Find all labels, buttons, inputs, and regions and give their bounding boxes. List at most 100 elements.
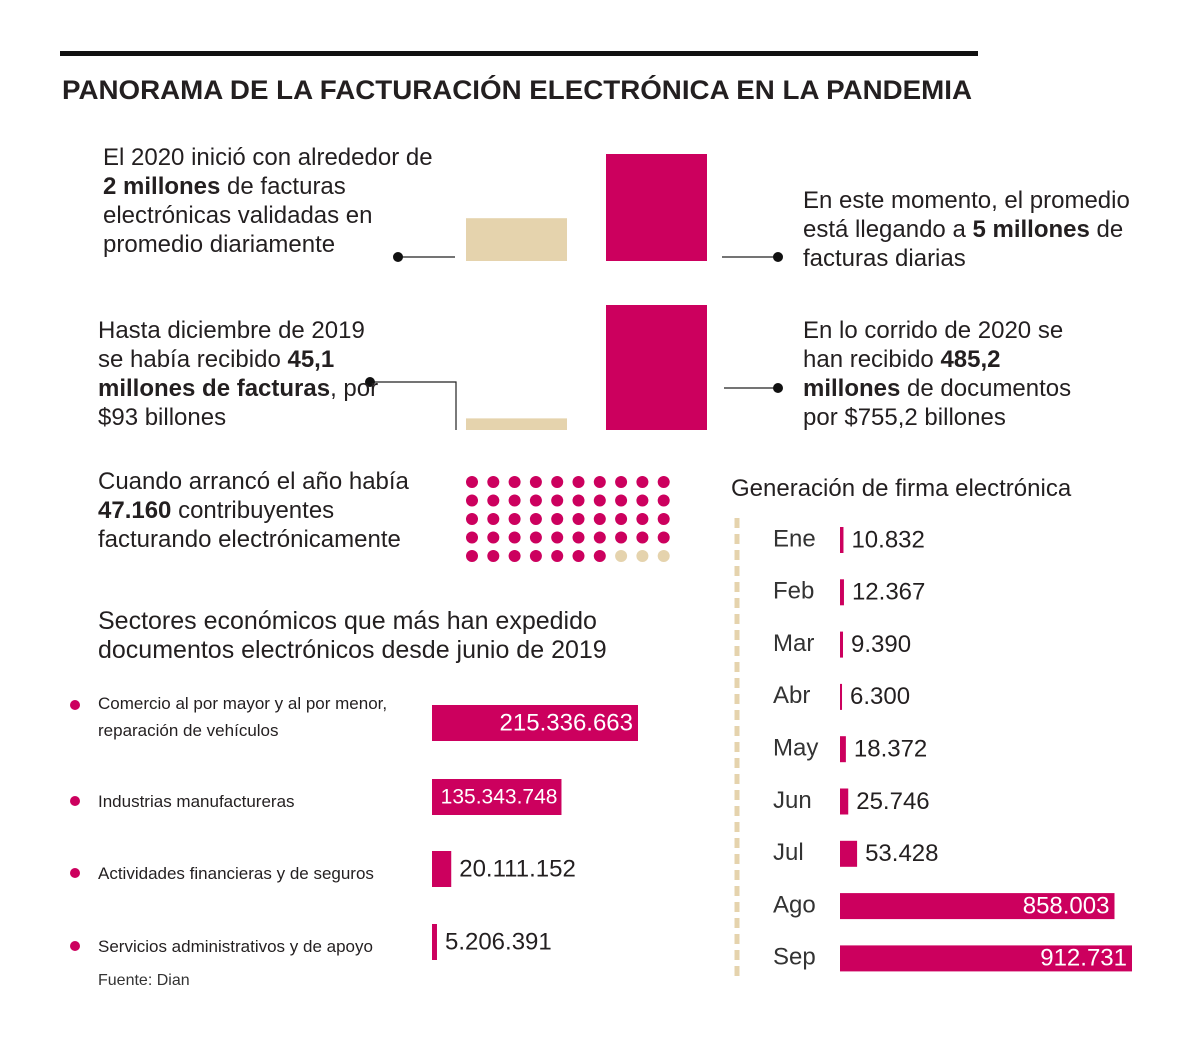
category-label: Servicios administrativos y de apoyo xyxy=(98,916,398,976)
bullet xyxy=(70,796,80,806)
bar xyxy=(840,736,846,763)
category-label: Sep xyxy=(773,944,816,971)
highlight: 2 millones xyxy=(103,173,221,200)
bar xyxy=(840,893,1115,920)
dot xyxy=(636,513,649,525)
bar xyxy=(466,418,567,430)
category-label: Industrias manufactureras xyxy=(98,771,398,831)
category-label: Mar xyxy=(773,630,814,657)
dot xyxy=(508,550,521,562)
bar xyxy=(432,851,452,887)
bar xyxy=(840,945,1132,972)
category-label: May xyxy=(773,735,818,762)
value-label: 5.206.391 xyxy=(445,928,552,955)
dot xyxy=(466,531,478,544)
dot xyxy=(466,513,478,525)
dot xyxy=(529,513,542,525)
page-title: PANORAMA DE LA FACTURACIÓN ELECTRÓNICA E… xyxy=(62,74,972,105)
dot xyxy=(615,513,628,525)
bar xyxy=(840,683,843,710)
category-label: Actividades financieras y de seguros xyxy=(98,863,374,883)
contributors-text: Cuando arrancó el año había 47.160 contr… xyxy=(98,467,438,554)
dot xyxy=(636,550,649,562)
dot xyxy=(572,550,585,562)
dot xyxy=(551,531,564,544)
dot xyxy=(508,476,521,488)
value-label: 25.746 xyxy=(856,788,929,815)
connector-dot xyxy=(773,252,783,262)
dot xyxy=(615,494,628,507)
dot xyxy=(529,494,542,507)
dot xyxy=(508,531,521,544)
dot xyxy=(551,513,564,525)
dot xyxy=(657,550,670,562)
value-label: 12.367 xyxy=(852,579,925,606)
category-label: Comercio al por mayor y al por menor, re… xyxy=(98,694,388,740)
bullet xyxy=(70,868,80,878)
value-label: 135.343.748 xyxy=(441,786,558,809)
value-label: 858.003 xyxy=(1023,892,1110,919)
bar xyxy=(840,527,844,553)
dot xyxy=(593,494,606,507)
bar xyxy=(606,305,707,430)
value-label: 18.372 xyxy=(854,736,927,763)
dot xyxy=(529,550,542,562)
bar xyxy=(840,579,844,606)
connector-dot xyxy=(365,377,375,387)
dot xyxy=(657,476,670,488)
text: Hasta diciembre de 2019 se había recibid… xyxy=(98,317,365,373)
category-label: Abr xyxy=(773,682,810,709)
text: , por $93 billones xyxy=(98,375,379,431)
source: Fuente: Dian xyxy=(98,972,190,989)
dot xyxy=(636,494,649,507)
dot xyxy=(508,494,521,507)
dot xyxy=(487,550,500,562)
value-label: 53.428 xyxy=(865,840,938,867)
dot xyxy=(593,550,606,562)
dot xyxy=(593,513,606,525)
category-label: Feb xyxy=(773,578,814,605)
annotation: En este momento, el promedio está llegan… xyxy=(803,186,1143,273)
value-label: 912.731 xyxy=(1040,945,1127,972)
dot xyxy=(615,531,628,544)
dot xyxy=(636,476,649,488)
dot xyxy=(487,531,500,544)
annotation: En lo corrido de 2020 se han recibido 48… xyxy=(803,316,1103,432)
dot xyxy=(466,550,478,562)
dot xyxy=(572,494,585,507)
category-label: Ago xyxy=(773,891,816,918)
highlight: 45,1 millones de facturas xyxy=(98,346,335,402)
dot xyxy=(466,494,478,507)
bar xyxy=(432,779,562,815)
chart-title: Sectores económicos que más han expedido… xyxy=(98,607,607,664)
bar xyxy=(840,840,858,867)
dot xyxy=(636,531,649,544)
category-label: Jun xyxy=(773,787,812,814)
value-label: 9.390 xyxy=(851,631,911,658)
connector-dot xyxy=(773,383,783,393)
dot xyxy=(551,476,564,488)
highlight: 485,2 millones xyxy=(803,346,1001,402)
bar xyxy=(606,154,707,261)
category-label: Servicios administrativos y de apoyo xyxy=(98,936,373,956)
chart-title: Generación de firma electrónica xyxy=(731,475,1072,502)
dot xyxy=(551,494,564,507)
bar xyxy=(466,218,567,261)
text: de facturas diarias xyxy=(803,216,1124,272)
bar xyxy=(432,924,437,960)
dot xyxy=(615,550,628,562)
text: de documentos por $755,2 billones xyxy=(803,375,1072,431)
connector-dot xyxy=(393,252,403,262)
dot xyxy=(657,531,670,544)
bullet xyxy=(70,700,80,710)
text: En lo corrido de 2020 se han recibido xyxy=(803,317,1064,373)
category-label: Jul xyxy=(773,839,804,866)
category-label: Ene xyxy=(773,525,816,552)
dot xyxy=(593,476,606,488)
text: de facturas electrónicas validadas en pr… xyxy=(103,173,373,258)
top-rule xyxy=(60,51,978,56)
text: Cuando arrancó el año había xyxy=(98,468,409,495)
dot xyxy=(593,531,606,544)
dot xyxy=(551,550,564,562)
